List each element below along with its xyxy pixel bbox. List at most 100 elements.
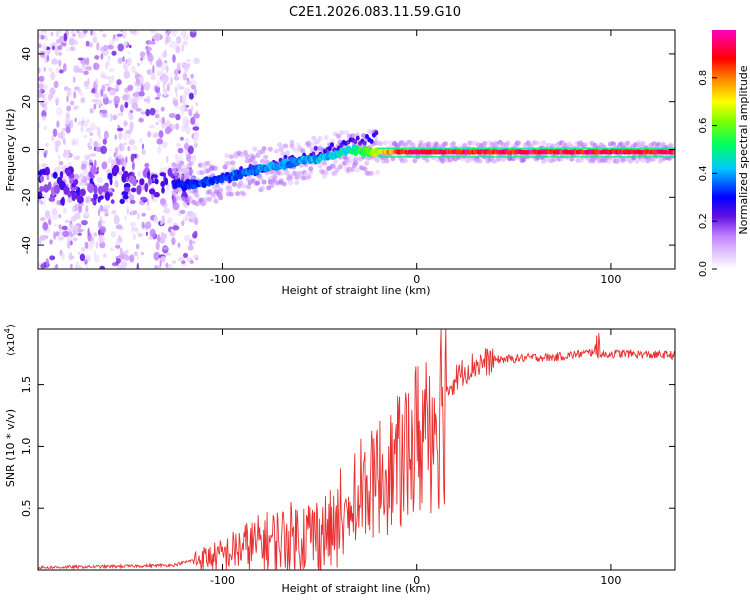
noise-speckle [133,145,138,150]
noise-speckle [55,30,60,38]
trace-band-lower [638,156,641,158]
trace-band-upper [645,147,649,149]
noise-cluster-blob [69,178,75,185]
trace-band-lower [576,156,579,158]
noise-speckle [183,252,188,259]
spectrogram-xlabel: Height of straight line (km) [281,284,430,297]
trace-band-lower [643,156,647,158]
noise-speckle [61,225,68,231]
noise-speckle [191,154,197,162]
noise-speckle [85,127,92,133]
trace-band-upper [424,147,427,149]
noise-speckle [126,206,129,213]
trace-streak [313,145,318,151]
noise-cluster-blob [79,188,86,197]
trace-band-upper [416,147,419,149]
noise-speckle [55,100,59,104]
noise-speckle [177,256,185,262]
snr-panel: -100 0 100 0.5 1.0 1.5 Height of straight lin… [3,324,676,595]
trace-band-lower [564,156,567,158]
trace-halo [260,185,265,191]
trace-halo [261,146,267,151]
trace-band-lower [583,156,586,158]
noise-speckle [167,263,173,269]
trace-band-lower [515,156,518,158]
trace-band-upper [630,147,633,149]
trace-band-upper [533,147,536,149]
trace-halo [218,187,224,193]
noise-speckle [93,250,97,256]
noise-speckle [111,50,117,56]
trace-halo [382,140,388,146]
noise-speckle [103,44,108,52]
trace-band-lower [397,156,400,158]
trace-band-upper [609,147,612,149]
trace-band-upper [420,147,423,149]
colorbar-tick-label: 0.6 [698,118,709,134]
noise-speckle [84,156,90,160]
trace-band-upper [616,147,619,149]
trace-halo [384,158,390,164]
noise-speckle [40,216,46,222]
trace-band-lower [632,156,635,158]
noise-speckle [145,108,150,117]
noise-cluster-blob [164,177,169,186]
trace-halo [214,183,220,189]
trace-band-lower [461,156,464,158]
trace-band-lower [673,156,675,158]
trace-band-lower [521,156,524,158]
noise-speckle [166,64,169,74]
noise-speckle [62,130,65,140]
noise-speckle [80,246,86,252]
noise-speckle [96,101,102,105]
noise-speckle [86,57,90,66]
noise-speckle [182,41,188,46]
noise-speckle [69,119,74,129]
colorbar-label: Normalized spectral amplitude [737,65,750,234]
trace-halo [378,141,384,147]
noise-speckle [64,219,71,223]
trace-band-lower [554,156,557,158]
trace-band-upper [622,147,625,149]
trace-band-upper [455,147,458,149]
trace-band-upper [628,147,631,149]
noise-speckle [156,91,161,98]
noise-speckle [185,126,191,135]
trace-band-lower [558,156,561,158]
trace-band-lower [426,156,429,158]
noise-speckle [162,106,165,111]
trace-band-lower [385,156,388,158]
trace-band-upper [418,147,421,149]
trace-band-upper [430,147,433,149]
trace-band-lower [616,156,619,158]
noise-speckle [99,104,102,109]
trace-halo [292,170,298,176]
trace-band-lower [455,156,458,158]
noise-speckle [159,198,166,205]
trace-band-lower [422,156,425,158]
trace-band-upper [469,147,472,149]
trace-halo [280,170,286,176]
colorbar-tick-label: 0.0 [698,261,709,277]
trace-band-upper [601,147,604,149]
noise-speckle [162,88,168,93]
trace-halo [182,168,188,174]
trace-band-upper [579,147,582,149]
trace-band-lower [572,156,575,158]
trace-band-upper [467,147,470,149]
noise-speckle [172,54,176,63]
trace-band-lower [624,156,627,158]
noise-speckle [79,182,87,187]
trace-halo [298,162,304,168]
trace-band-upper [577,147,581,149]
trace-halo [228,154,234,160]
noise-speckle [189,260,194,264]
trace-band-upper [471,147,474,149]
trace-halo [202,164,208,170]
noise-speckle [135,96,140,102]
noise-speckle [117,264,124,269]
noise-speckle [83,134,88,138]
noise-speckle [74,117,77,123]
noise-speckle [80,31,84,40]
trace-band-lower [669,156,672,158]
